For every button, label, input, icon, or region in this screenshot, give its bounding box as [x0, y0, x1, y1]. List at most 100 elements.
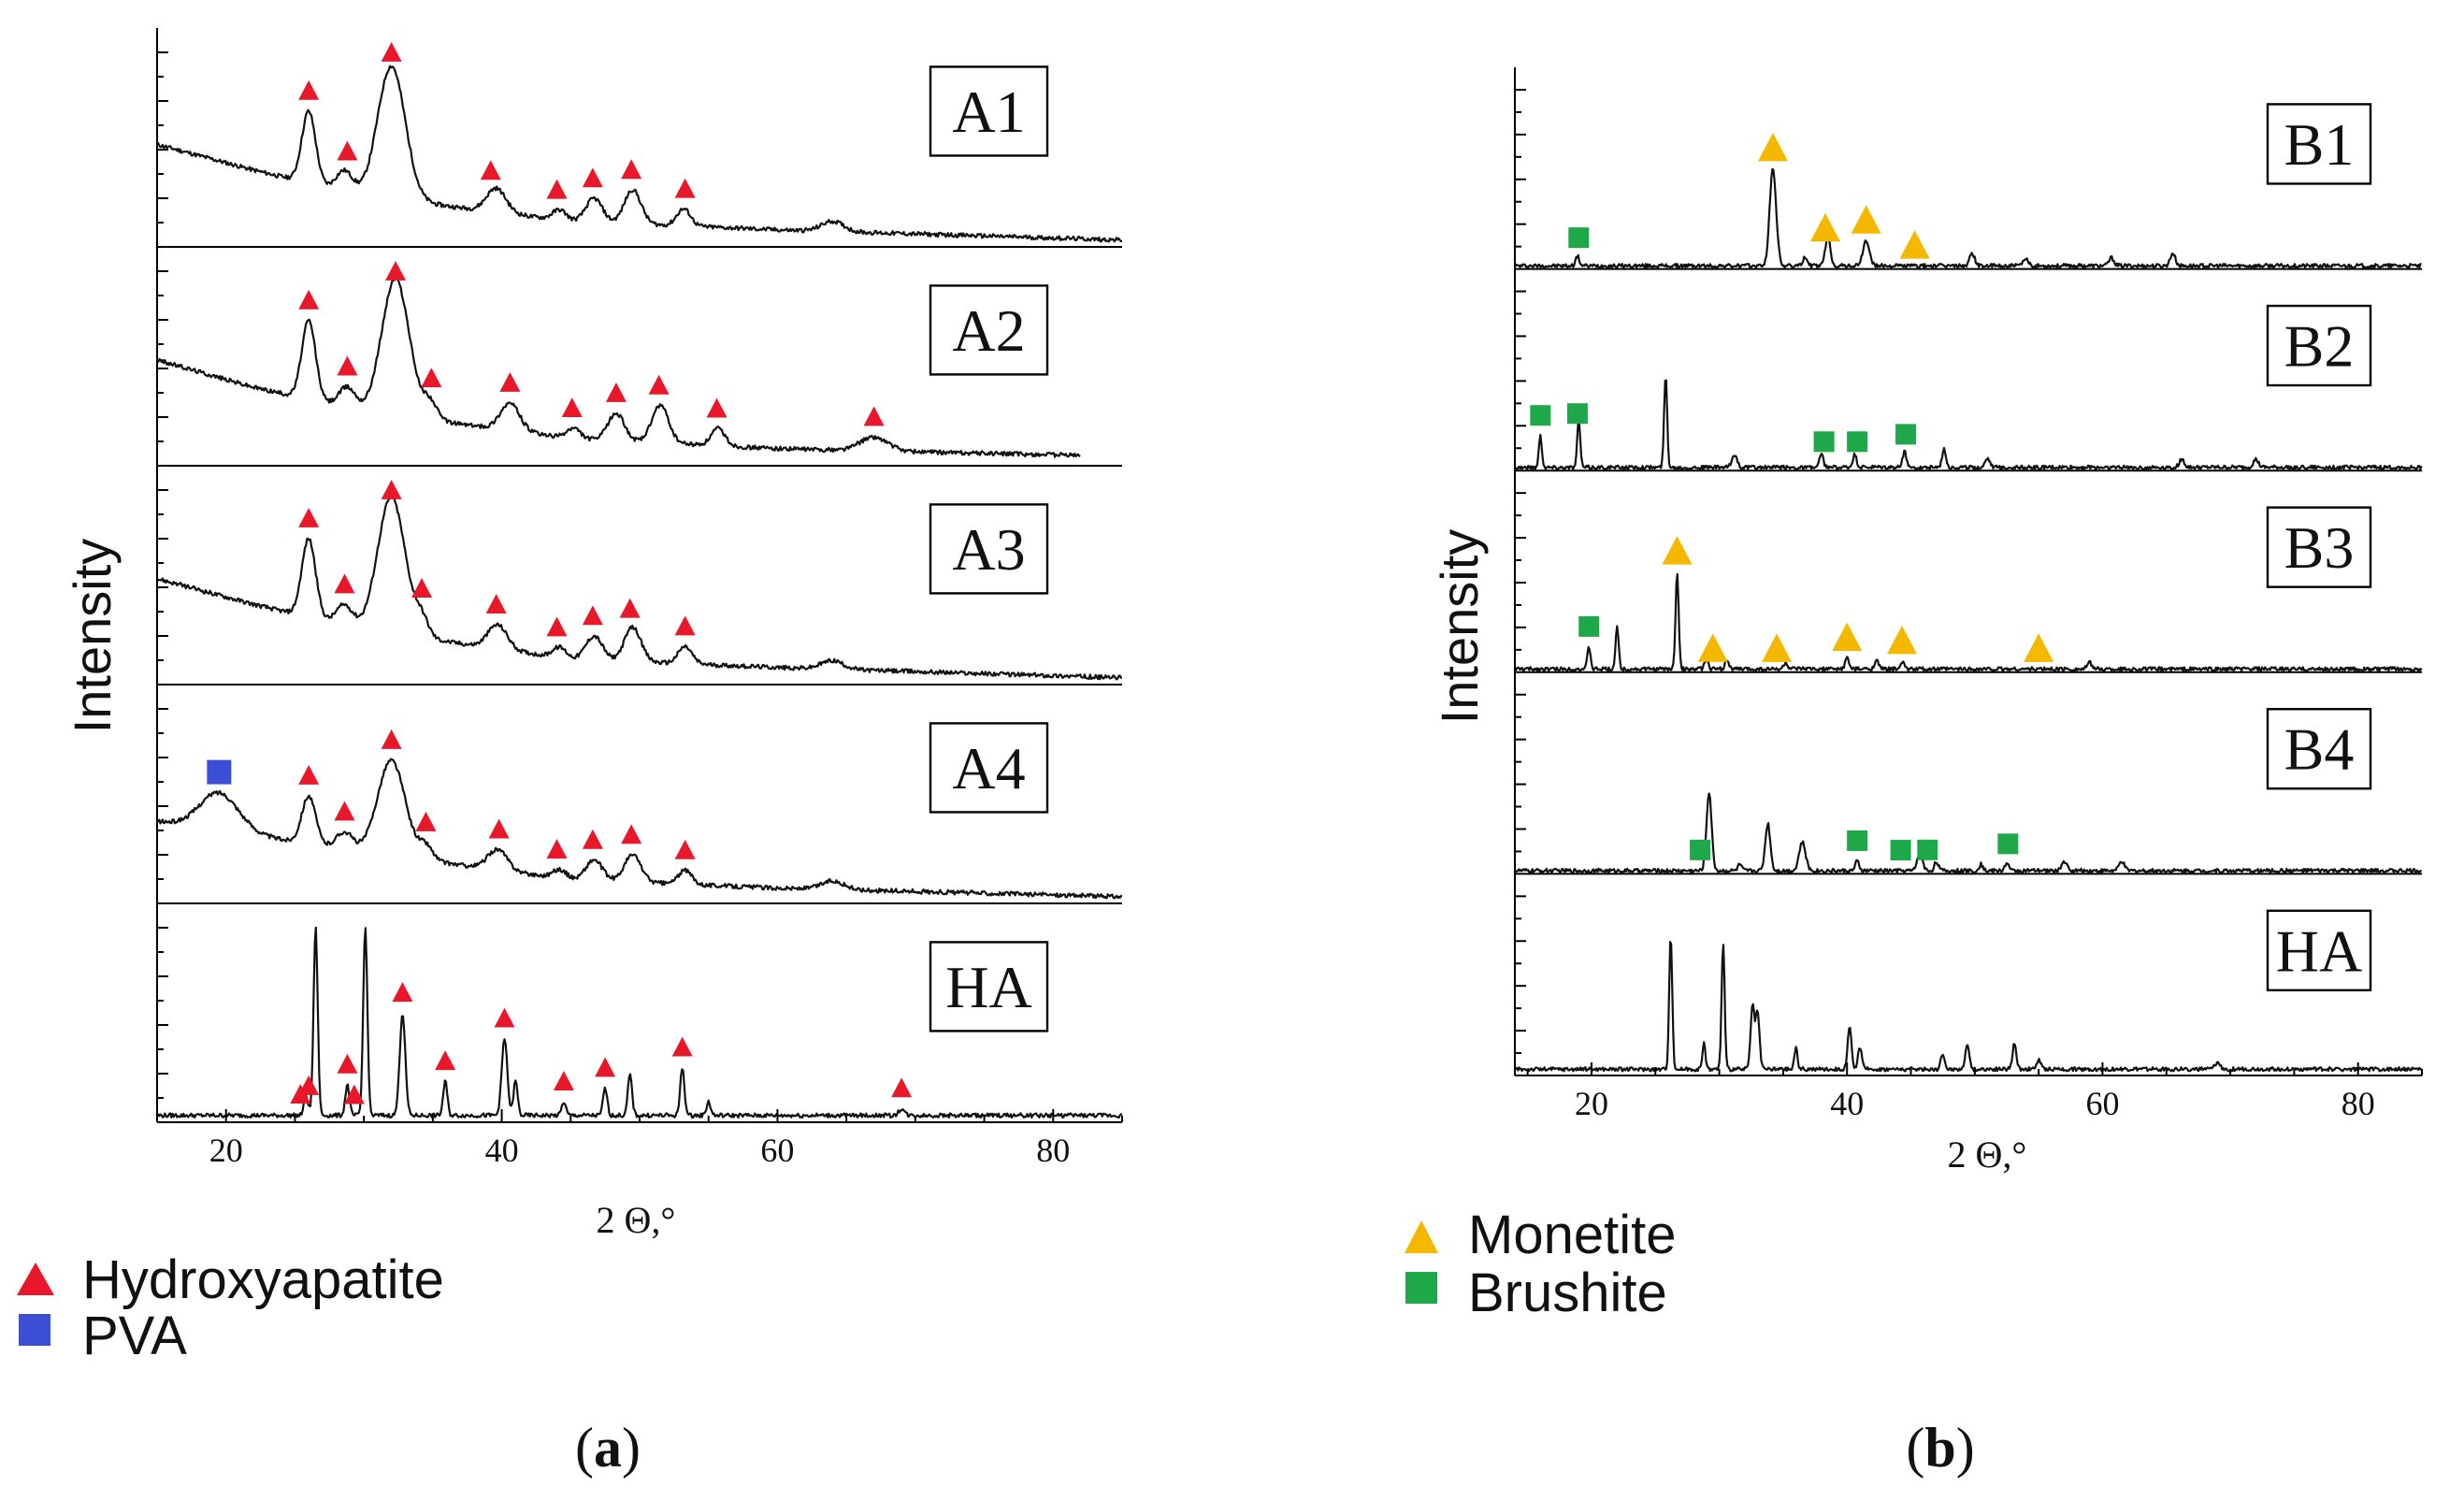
monetite-peak-marker	[1886, 626, 1917, 655]
sample-label-b1: B1	[2284, 111, 2355, 178]
brushite-peak-marker	[1847, 431, 1868, 453]
sample-label-a3: A3	[952, 516, 1025, 583]
brushite-peak-marker	[1568, 227, 1590, 249]
hydroxyapatite-peak-marker	[298, 1075, 320, 1095]
sample-label-ha: HA	[945, 954, 1031, 1020]
sample-label-a4: A4	[952, 735, 1025, 801]
diffraction-trace-a3	[156, 495, 1122, 681]
hydroxyapatite-peak-marker	[621, 159, 642, 180]
sample-label-b4: B4	[2284, 716, 2355, 783]
monetite-peak-marker	[1851, 205, 1881, 234]
diffraction-trace-b4	[1514, 792, 2423, 874]
hydroxyapatite-peak-marker	[561, 397, 583, 418]
monetite-peak-marker	[1762, 633, 1793, 662]
hydroxyapatite-peak-marker	[298, 765, 320, 785]
sample-label-box	[929, 503, 1049, 595]
hydroxyapatite-peak-marker	[674, 178, 696, 198]
legend-brushite: Brushite	[1468, 1263, 1667, 1323]
hydroxyapatite-peak-marker	[619, 598, 641, 618]
brushite-legend-square-icon	[1405, 1272, 1437, 1304]
x-tick-label: 80	[1036, 1132, 1070, 1169]
monetite-peak-marker	[1899, 230, 1930, 259]
sample-label-box	[2266, 103, 2372, 185]
diffraction-trace-a4	[156, 758, 1123, 900]
monetite-peak-marker	[1832, 622, 1863, 652]
diffraction-trace-b2	[1513, 379, 2423, 470]
legend-hydroxyapatite: Hydroxyapatite	[82, 1249, 444, 1310]
hydroxyapatite-legend-triangle-icon	[17, 1263, 54, 1295]
hydroxyapatite-peak-marker	[546, 179, 568, 199]
legend-pva: PVA	[82, 1306, 187, 1366]
hydroxyapatite-peak-marker	[421, 368, 442, 388]
hydroxyapatite-peak-marker	[411, 578, 433, 598]
hydroxyapatite-peak-marker	[621, 824, 642, 844]
hydroxyapatite-peak-marker	[334, 573, 355, 594]
hydroxyapatite-peak-marker	[334, 801, 355, 821]
hydroxyapatite-peak-marker	[343, 1084, 365, 1104]
sample-label-box	[2266, 506, 2372, 588]
sample-label-a1: A1	[952, 79, 1025, 145]
hydroxyapatite-peak-marker	[706, 397, 728, 418]
monetite-peak-marker	[1697, 633, 1728, 662]
hydroxyapatite-peak-marker	[582, 167, 603, 188]
diffraction-trace-a1	[156, 65, 1123, 243]
hydroxyapatite-peak-marker	[337, 140, 358, 161]
brushite-peak-marker	[1890, 840, 1911, 861]
x-tick-label: 60	[2085, 1085, 2119, 1122]
sample-label-box	[929, 65, 1049, 157]
panel-b-x-axis-label: 2 Θ,°	[1948, 1133, 2027, 1176]
sample-label-box	[2266, 909, 2372, 992]
hydroxyapatite-peak-marker	[582, 829, 603, 849]
panel-a-legend: Hydroxyapatite PVA	[17, 1249, 444, 1366]
hydroxyapatite-peak-marker	[648, 374, 670, 395]
monetite-peak-marker	[1662, 536, 1693, 565]
hydroxyapatite-peak-marker	[863, 406, 885, 426]
hydroxyapatite-peak-marker	[381, 729, 402, 749]
hydroxyapatite-peak-marker	[381, 480, 402, 499]
pva-legend-square-icon	[19, 1314, 50, 1346]
panel-a-x-axis-label: 2 Θ,°	[597, 1199, 676, 1241]
hydroxyapatite-peak-marker	[674, 839, 696, 859]
hydroxyapatite-peak-marker	[298, 79, 320, 100]
hydroxyapatite-peak-marker	[546, 616, 568, 637]
hydroxyapatite-peak-marker	[605, 382, 627, 402]
brushite-peak-marker	[1847, 830, 1868, 851]
panel-b-caption: (b)	[1906, 1417, 1974, 1479]
sample-label-box	[929, 941, 1049, 1032]
brushite-peak-marker	[1997, 833, 2019, 855]
brushite-peak-marker	[1917, 839, 1938, 860]
hydroxyapatite-peak-marker	[392, 982, 413, 1003]
panel-b-y-axis-label: Intensity	[1430, 529, 1489, 725]
sample-label-b2: B2	[2284, 313, 2355, 380]
hydroxyapatite-peak-marker	[337, 1053, 358, 1074]
hydroxyapatite-peak-marker	[298, 507, 320, 527]
x-tick-label: 40	[485, 1132, 519, 1169]
sample-label-ha: HA	[2276, 917, 2362, 984]
panel-b-legend: Monetite Brushite	[1405, 1205, 1676, 1323]
hydroxyapatite-peak-marker	[674, 615, 696, 636]
hydroxyapatite-peak-marker	[891, 1077, 913, 1098]
sample-label-box	[2266, 304, 2372, 387]
hydroxyapatite-peak-marker	[435, 1050, 456, 1071]
diffraction-trace-b3	[1514, 572, 2423, 672]
x-tick-label: 80	[2342, 1085, 2375, 1122]
hydroxyapatite-peak-marker	[298, 289, 320, 310]
hydroxyapatite-peak-marker	[385, 261, 407, 281]
hydroxyapatite-peak-marker	[494, 1007, 515, 1028]
brushite-peak-marker	[1813, 431, 1835, 453]
monetite-peak-marker	[2024, 633, 2054, 662]
hydroxyapatite-peak-marker	[480, 160, 501, 180]
hydroxyapatite-peak-marker	[485, 594, 507, 614]
x-tick-label: 20	[1575, 1085, 1608, 1122]
brushite-peak-marker	[1578, 615, 1600, 637]
monetite-peak-marker	[1757, 132, 1788, 162]
hydroxyapatite-peak-marker	[553, 1071, 574, 1090]
hydroxyapatite-peak-marker	[381, 42, 402, 62]
sample-label-a2: A2	[952, 297, 1025, 364]
diffraction-trace-ha	[1514, 941, 2423, 1073]
sample-label-box	[2266, 708, 2372, 790]
brushite-peak-marker	[1530, 405, 1551, 426]
panel-a-plot: A1 A2 A3 A4 HA 20 40 60 80	[156, 28, 1123, 1169]
panel-b-plot: B1 B2 B3 B4 HA 20 40 60 80	[1513, 67, 2423, 1122]
